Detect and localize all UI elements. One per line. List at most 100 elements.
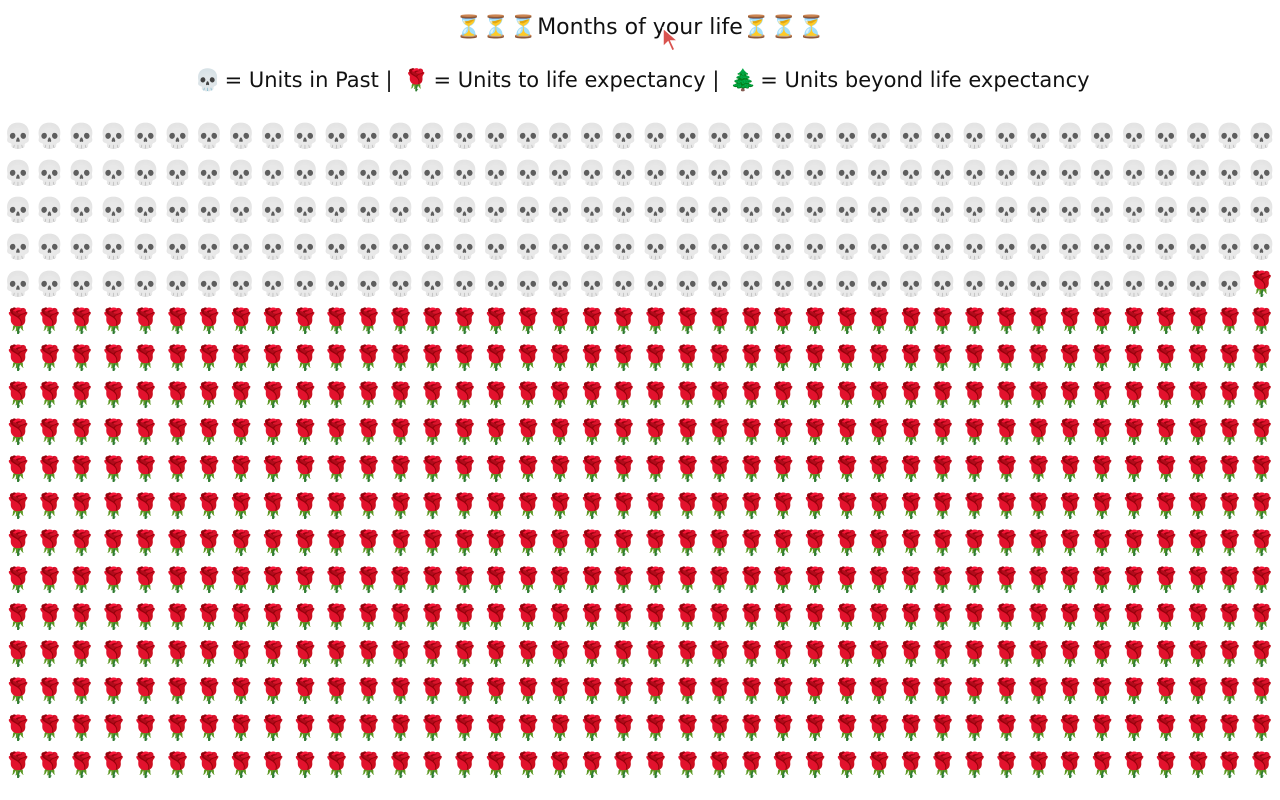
rose-icon: 🌹 xyxy=(34,714,65,742)
rose-icon: 🌹 xyxy=(162,381,193,409)
rose-icon: 🌹 xyxy=(959,640,990,668)
rose-icon: 🌹 xyxy=(1119,640,1150,668)
rose-icon: 🌹 xyxy=(513,307,544,335)
skull-icon: 💀 xyxy=(577,233,607,261)
rose-icon: 🌹 xyxy=(895,307,926,335)
rose-icon: 🌹 xyxy=(98,603,129,631)
rose-icon: 🌹 xyxy=(927,751,958,779)
rose-icon: 🌹 xyxy=(1214,455,1245,483)
rose-icon: 🌹 xyxy=(800,640,831,668)
rose-icon: 🌹 xyxy=(864,677,894,705)
rose-icon: 🌹 xyxy=(449,751,480,779)
rose-icon: 🌹 xyxy=(1246,714,1277,742)
rose-icon: 🌹 xyxy=(768,751,799,779)
skull-icon: 💀 xyxy=(704,233,735,261)
rose-icon: 🌹 xyxy=(1214,751,1245,779)
rose-icon: 🌹 xyxy=(194,529,225,557)
rose-icon: 🌹 xyxy=(704,381,735,409)
rose-icon: 🌹 xyxy=(513,492,544,520)
rose-icon: 🌹 xyxy=(1087,714,1118,742)
rose-icon: 🌹 xyxy=(98,714,129,742)
rose-icon: 🌹 xyxy=(130,492,161,520)
rose-icon: 🌹 xyxy=(1119,714,1150,742)
rose-icon: 🌹 xyxy=(353,344,384,372)
rose-icon: 🌹 xyxy=(34,529,65,557)
rose-icon: 🌹 xyxy=(832,714,863,742)
skull-icon: 💀 xyxy=(1055,159,1086,187)
rose-icon: 🌹 xyxy=(417,640,448,668)
rose-icon: 🌹 xyxy=(959,529,990,557)
rose-icon: 🌹 xyxy=(226,529,257,557)
rose-icon: 🌹 xyxy=(321,381,352,409)
rose-icon: 🌹 xyxy=(34,455,65,483)
rose-icon: 🌹 xyxy=(864,418,894,446)
rose-icon: 🌹 xyxy=(832,529,863,557)
rose-icon: 🌹 xyxy=(1055,492,1086,520)
rose-icon: 🌹 xyxy=(321,566,352,594)
rose-icon: 🌹 xyxy=(672,381,703,409)
rose-icon: 🌹 xyxy=(385,492,416,520)
skull-icon: 💀 xyxy=(449,122,480,150)
rose-icon: 🌹 xyxy=(1246,270,1277,298)
skull-icon: 💀 xyxy=(385,233,416,261)
rose-icon: 🌹 xyxy=(800,418,831,446)
months-grid: 💀 💀 💀 💀 💀 💀 💀 💀 💀 💀 💀 💀 💀 💀 💀 💀 💀 💀 💀 💀 💀 💀 💀 💀 💀 💀 💀 💀 💀 💀 💀 💀 💀 💀 💀 💀 💀 💀 💀 💀… xyxy=(2,118,1278,784)
rose-icon: 🌹 xyxy=(991,566,1022,594)
rose-icon: 🌹 xyxy=(66,603,97,631)
skull-icon: 💀 xyxy=(704,270,735,298)
rose-icon: 🌹 xyxy=(704,344,735,372)
rose-icon: 🌹 xyxy=(98,455,129,483)
rose-icon: 🌹 xyxy=(321,677,352,705)
rose-icon: 🌹 xyxy=(1182,455,1213,483)
rose-icon: 🌹 xyxy=(768,640,799,668)
rose-icon: 🌹 xyxy=(3,603,33,631)
skull-icon: 💀 xyxy=(832,159,863,187)
skull-icon: 💀 xyxy=(34,270,65,298)
rose-icon: 🌹 xyxy=(385,714,416,742)
skull-icon: 💀 xyxy=(194,270,225,298)
skull-icon: 💀 xyxy=(481,159,512,187)
rose-icon: 🌹 xyxy=(1246,344,1277,372)
rose-icon: 🌹 xyxy=(449,455,480,483)
rose-icon: 🌹 xyxy=(449,492,480,520)
rose-icon: 🌹 xyxy=(927,344,958,372)
rose-icon: 🌹 xyxy=(768,603,799,631)
rose-icon: 🌹 xyxy=(162,603,193,631)
rose-icon: 🌹 xyxy=(895,714,926,742)
skull-icon: 💀 xyxy=(640,233,671,261)
rose-icon: 🌹 xyxy=(1246,751,1277,779)
rose-icon: 🌹 xyxy=(66,344,97,372)
rose-icon: 🌹 xyxy=(545,714,576,742)
skull-icon: 💀 xyxy=(1023,159,1054,187)
rose-icon: 🌹 xyxy=(481,751,512,779)
skull-icon: 💀 xyxy=(417,196,448,224)
rose-icon: 🌹 xyxy=(608,307,639,335)
rose-icon: 🌹 xyxy=(640,566,671,594)
rose-icon: 🌹 xyxy=(1055,566,1086,594)
rose-icon: 🌹 xyxy=(290,307,320,335)
rose-icon: 🌹 xyxy=(1023,603,1054,631)
skull-icon: 💀 xyxy=(704,196,735,224)
rose-icon: 🌹 xyxy=(290,455,320,483)
rose-icon: 🌹 xyxy=(959,492,990,520)
skull-icon: 💀 xyxy=(385,196,416,224)
skull-icon: 💀 xyxy=(353,270,384,298)
skull-icon: 💀 xyxy=(98,122,129,150)
rose-icon: 🌹 xyxy=(768,344,799,372)
rose-icon: 🌹 xyxy=(66,751,97,779)
rose-icon: 🌹 xyxy=(162,307,193,335)
skull-icon: 💀 xyxy=(3,159,33,187)
rose-icon: 🌹 xyxy=(1119,529,1150,557)
rose-icon: 🌹 xyxy=(608,381,639,409)
skull-icon: 💀 xyxy=(98,159,129,187)
rose-icon: 🌹 xyxy=(640,307,671,335)
rose-icon: 🌹 xyxy=(98,307,129,335)
rose-icon: 🌹 xyxy=(832,307,863,335)
rose-icon: 🌹 xyxy=(385,344,416,372)
rose-icon: 🌹 xyxy=(258,677,289,705)
rose-icon: 🌹 xyxy=(1214,640,1245,668)
skull-icon: 💀 xyxy=(864,122,894,150)
rose-icon: 🌹 xyxy=(66,455,97,483)
rose-icon: 🌹 xyxy=(353,418,384,446)
skull-icon: 💀 xyxy=(3,270,33,298)
